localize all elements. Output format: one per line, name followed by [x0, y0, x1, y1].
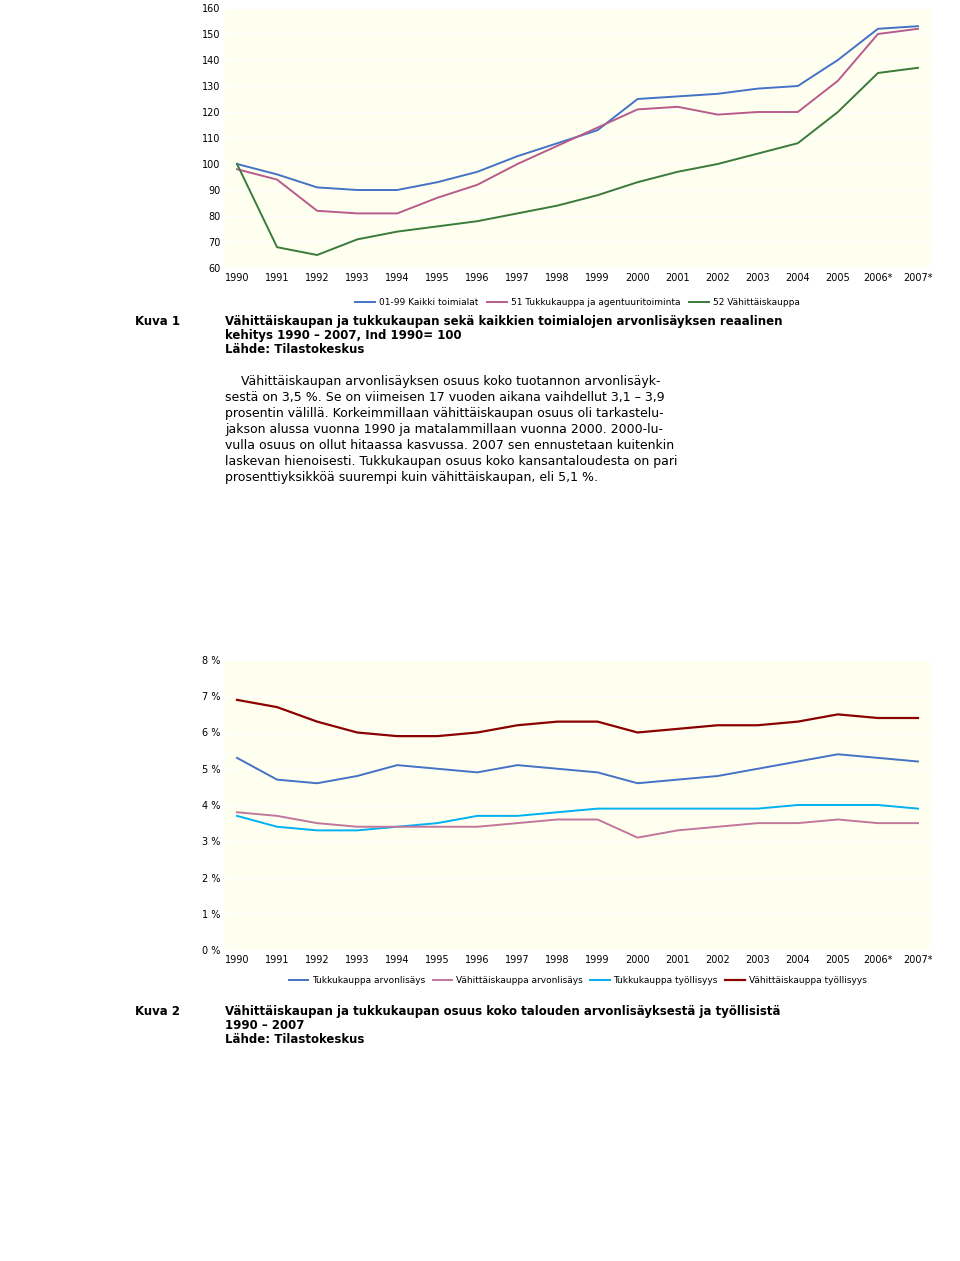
Text: 13: 13	[891, 1218, 941, 1252]
Text: 1990 – 2007: 1990 – 2007	[225, 1019, 304, 1031]
Text: vulla osuus on ollut hitaassa kasvussa. 2007 sen ennustetaan kuitenkin: vulla osuus on ollut hitaassa kasvussa. …	[225, 439, 674, 451]
Text: sestä on 3,5 %. Se on viimeisen 17 vuoden aikana vaihdellut 3,1 – 3,9: sestä on 3,5 %. Se on viimeisen 17 vuode…	[225, 391, 664, 404]
Legend: 01-99 Kaikki toimialat, 51 Tukkukauppa ja agentuuritoiminta, 52 Vähittäiskauppa: 01-99 Kaikki toimialat, 51 Tukkukauppa j…	[351, 294, 804, 310]
Text: jakson alussa vuonna 1990 ja matalammillaan vuonna 2000. 2000-lu-: jakson alussa vuonna 1990 ja matalammill…	[225, 422, 663, 436]
Text: Kuva 1: Kuva 1	[135, 315, 180, 328]
Text: 1  VÄHITTÄISKAUPAN TOIMINTAYMPÄRISTÖ: 1 VÄHITTÄISKAUPAN TOIMINTAYMPÄRISTÖ	[14, 1229, 300, 1242]
Text: laskevan hienoisesti. Tukkukaupan osuus koko kansantaloudesta on pari: laskevan hienoisesti. Tukkukaupan osuus …	[225, 455, 678, 468]
Text: Kuva 2: Kuva 2	[135, 1005, 180, 1018]
Text: Lähde: Tilastokeskus: Lähde: Tilastokeskus	[225, 1033, 365, 1047]
Text: prosentin välillä. Korkeimmillaan vähittäiskaupan osuus oli tarkastelu-: prosentin välillä. Korkeimmillaan vähitt…	[225, 407, 663, 420]
Legend: Tukkukauppa arvonlisäys, Vähittäiskauppa arvonlisäys, Tukkukauppa työllisyys, Vä: Tukkukauppa arvonlisäys, Vähittäiskauppa…	[285, 972, 870, 989]
Text: prosenttiyksikköä suurempi kuin vähittäiskaupan, eli 5,1 %.: prosenttiyksikköä suurempi kuin vähittäi…	[225, 472, 598, 484]
Text: Vähittäiskaupan arvonlisäyksen osuus koko tuotannon arvonlisäyk-: Vähittäiskaupan arvonlisäyksen osuus kok…	[225, 375, 660, 388]
Text: Vähittäiskaupan ja tukkukaupan sekä kaikkien toimialojen arvonlisäyksen reaaline: Vähittäiskaupan ja tukkukaupan sekä kaik…	[225, 315, 782, 328]
Text: Lähde: Tilastokeskus: Lähde: Tilastokeskus	[225, 343, 365, 356]
Text: kehitys 1990 – 2007, Ind 1990= 100: kehitys 1990 – 2007, Ind 1990= 100	[225, 329, 462, 342]
Text: Vähittäiskaupan ja tukkukaupan osuus koko talouden arvonlisäyksestä ja työllisis: Vähittäiskaupan ja tukkukaupan osuus kok…	[225, 1005, 780, 1018]
